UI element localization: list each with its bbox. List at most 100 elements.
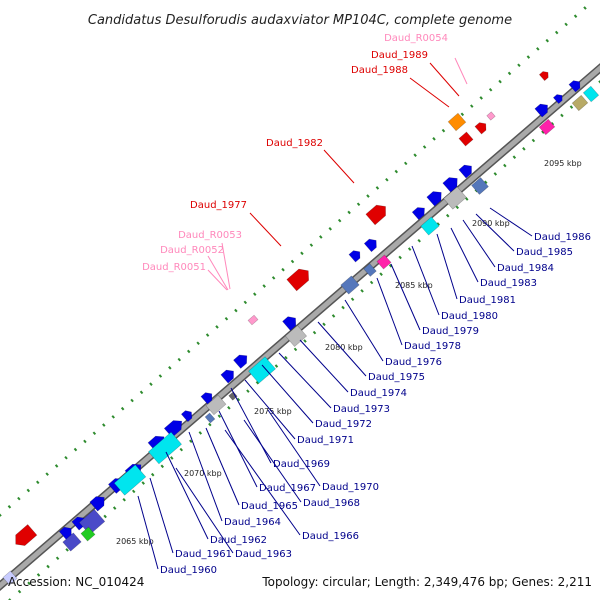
tick-mark [493, 172, 498, 176]
gene-feature [582, 85, 600, 103]
tick-mark [8, 598, 12, 600]
gene-shape [426, 191, 442, 207]
tick-mark [422, 145, 427, 149]
gene-shape [538, 118, 556, 136]
gene-shape [205, 394, 227, 416]
gene-feature [458, 131, 474, 147]
leader-line [261, 364, 314, 424]
kbp-label: 2080 kbp [325, 343, 363, 352]
tick-mark [170, 456, 174, 460]
tick-mark [243, 300, 248, 305]
gene-label: Daud_R0053 [178, 230, 242, 241]
gene-label: Daud_1963 [235, 549, 292, 560]
gene-feature [89, 496, 105, 512]
gene-label: Daud_1973 [333, 404, 390, 415]
tick-mark [303, 339, 307, 343]
tick-mark [36, 573, 41, 577]
gene-feature [420, 216, 440, 236]
tick-mark [139, 390, 144, 395]
tick-mark [45, 472, 49, 476]
leader-line [244, 379, 296, 440]
tick-mark [569, 105, 574, 109]
tick-mark [236, 397, 241, 402]
leader-line [462, 219, 496, 268]
gene-label: Daud_1983 [480, 278, 537, 289]
tick-mark [369, 280, 374, 285]
gene-feature [426, 191, 442, 207]
gene-label: Daud_1974 [350, 388, 407, 399]
tick-mark [83, 439, 87, 444]
tick-mark [177, 357, 182, 362]
gene-feature [205, 394, 227, 416]
gene-feature [365, 204, 386, 226]
leader-line [323, 149, 355, 184]
gene-label: Daud_1988 [351, 65, 408, 76]
tick-mark [394, 169, 399, 174]
tick-mark [253, 292, 257, 296]
tick-mark [488, 87, 493, 92]
tick-mark [122, 497, 126, 502]
tick-mark [564, 22, 568, 27]
tick-mark [541, 130, 545, 134]
gene-label: Daud_R0051 [142, 262, 206, 273]
gene-feature [148, 431, 182, 465]
gene-feature [411, 207, 425, 221]
leader-line [278, 352, 332, 409]
gene-shape [200, 392, 213, 405]
gene-label: Daud_1966 [302, 531, 359, 542]
tick-mark [455, 205, 459, 210]
gene-shape [204, 412, 216, 424]
gene-feature [340, 275, 360, 295]
gene-label: Daud_1962 [210, 535, 267, 546]
tick-mark [322, 322, 326, 327]
gene-feature [458, 164, 472, 179]
tick-mark [356, 202, 361, 207]
gene-shape [58, 526, 72, 541]
gene-shape [62, 532, 82, 552]
tick-mark [441, 128, 446, 133]
gene-label: Daud_1968 [303, 498, 360, 509]
gene-label: Daud_1967 [259, 483, 316, 494]
gene-shape [363, 238, 377, 253]
tick-mark [36, 480, 40, 485]
tick-mark [27, 581, 31, 586]
tick-mark [46, 564, 50, 569]
gene-feature [447, 112, 467, 132]
gene-shape [148, 431, 182, 465]
gene-feature [363, 238, 377, 253]
gene-shape [15, 524, 38, 546]
tick-mark [120, 406, 125, 411]
tick-mark [503, 163, 507, 168]
leader-line [224, 429, 301, 536]
tick-mark [227, 406, 231, 410]
kbp-label: 2065 kbp [116, 537, 154, 546]
gene-shape [538, 71, 549, 82]
leader-line [436, 233, 458, 300]
tick-mark [407, 247, 412, 251]
tick-mark [417, 238, 421, 243]
kbp-label: 2090 kbp [472, 219, 510, 228]
gene-feature [282, 316, 297, 331]
tick-mark [189, 439, 193, 444]
leader-line [409, 77, 450, 108]
tick-mark [55, 556, 60, 561]
gene-feature [486, 111, 496, 121]
tick-mark [208, 422, 212, 427]
tick-mark [379, 272, 383, 276]
tick-mark [385, 177, 389, 182]
gene-feature [113, 464, 147, 496]
tick-mark [545, 38, 549, 43]
tick-mark [215, 325, 219, 329]
tick-mark [64, 455, 68, 460]
leader-line [205, 427, 240, 506]
tick-mark [531, 138, 536, 143]
tick-mark [111, 415, 115, 419]
tick-mark [536, 47, 540, 51]
gene-shape [89, 496, 105, 512]
upper-gene-labels: Daud_R0054 Daud_1989 Daud_1988 Daud_1982 Dau… [142, 33, 468, 291]
tick-mark [350, 297, 355, 302]
tick-mark [17, 496, 21, 501]
kbp-label: 2075 kbp [254, 407, 292, 416]
gene-label: Daud_1965 [241, 501, 298, 512]
gene-feature [284, 325, 308, 347]
